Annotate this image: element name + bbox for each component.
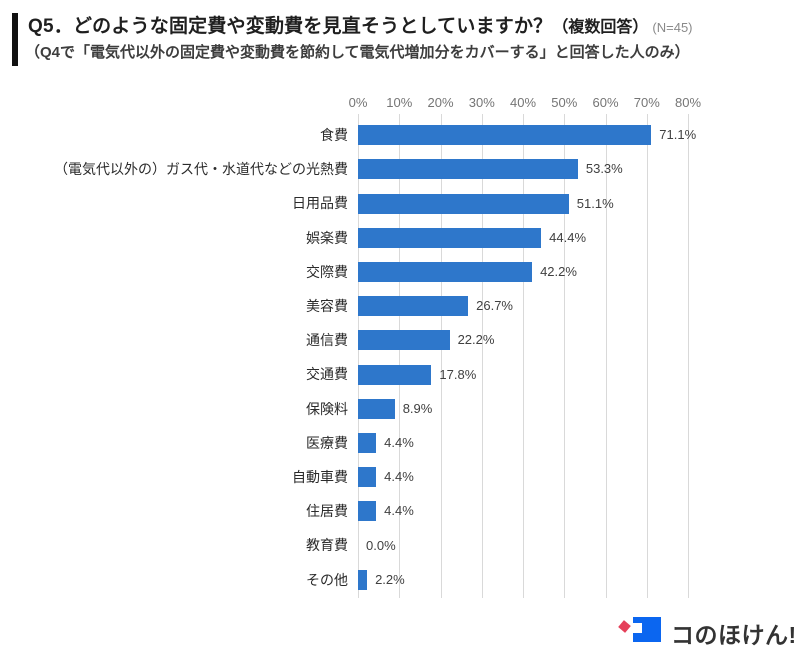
category-label: 娯楽費 (306, 229, 348, 246)
value-label: 4.4% (384, 469, 414, 485)
category-label: 保険料 (306, 400, 348, 417)
bar (358, 432, 377, 453)
x-axis-tick-label: 60% (592, 95, 619, 110)
gridline-20 (440, 114, 442, 598)
x-axis-tick-label: 40% (509, 95, 537, 110)
bar (358, 467, 377, 488)
value-label: 53.3% (585, 161, 623, 177)
value-label: 4.4% (384, 434, 414, 450)
title-main-text: Q5．どのような固定費や変動費を見直そうとしていますか？ (28, 16, 553, 37)
bar (358, 261, 533, 282)
category-label: 自動車費 (292, 469, 348, 485)
category-label: 通信費 (306, 332, 348, 349)
gridline-60 (605, 114, 607, 598)
x-axis-tick-label: 20% (427, 95, 454, 110)
bar (358, 296, 469, 317)
gridline-40 (523, 114, 524, 598)
category-label: 美容費 (306, 298, 348, 314)
bar (358, 364, 432, 385)
bar (358, 125, 652, 146)
x-axis-tick-label: 30% (468, 95, 495, 110)
gridline-70 (646, 114, 648, 598)
category-label: 交通費 (306, 366, 348, 383)
page-subtitle: （Q4で「電気代以外の固定費や変動費を節約して電気代増加分をカバーする」と回答し… (25, 44, 690, 61)
title-accent-bar (12, 13, 18, 66)
logo-notch (632, 623, 642, 633)
x-axis-tick-label: 80% (674, 95, 702, 110)
brand-logo: コのほけん! (610, 609, 796, 651)
category-label: 医療費 (306, 434, 348, 451)
value-label: 26.7% (476, 298, 513, 314)
gridline-0 (358, 114, 359, 598)
bar (358, 193, 569, 214)
value-label: 71.1% (659, 127, 697, 143)
value-label: 8.9% (402, 400, 433, 416)
sample-size-text: (N=45) (652, 20, 693, 35)
value-label: 22.2% (457, 332, 495, 348)
gridline-30 (481, 114, 483, 598)
bar (358, 398, 395, 419)
gridline-80 (688, 114, 689, 598)
category-label: その他 (306, 571, 348, 588)
value-label: 2.2% (375, 571, 405, 587)
page-title: Q5．どのような固定費や変動費を見直そうとしていますか？（複数回答） (N=45) (28, 11, 788, 38)
category-label: （電気代以外の）ガス代・水道代などの光熱費 (54, 161, 348, 178)
value-label: 4.4% (384, 503, 414, 519)
value-label: 44.4% (549, 229, 587, 245)
bar (358, 227, 542, 248)
gridline-50 (564, 114, 566, 598)
category-label: 交際費 (306, 263, 348, 280)
category-label: 日用品費 (292, 195, 348, 212)
category-label: 住居費 (306, 503, 348, 520)
logo-text: コのほけん! (671, 622, 797, 648)
bar (358, 159, 578, 180)
x-axis-tick-label: 70% (633, 95, 660, 110)
x-axis-tick-label: 10% (386, 95, 413, 110)
x-axis-tick-label: 0% (348, 95, 368, 110)
value-label: 42.2% (540, 263, 577, 279)
title-note-text: （複数回答） (552, 19, 649, 36)
bar (358, 330, 450, 351)
bar (358, 501, 377, 522)
logo-pink-square-icon (618, 620, 631, 633)
x-axis-tick-label: 50% (551, 95, 578, 110)
value-label: 51.1% (576, 195, 614, 211)
category-label: 教育費 (306, 537, 348, 554)
value-label: 0.0% (366, 537, 396, 553)
value-label: 17.8% (439, 366, 477, 382)
logo-blue-square-icon (632, 617, 661, 642)
category-label: 食費 (320, 127, 348, 143)
bar (358, 569, 368, 590)
gridline-10 (399, 114, 401, 598)
